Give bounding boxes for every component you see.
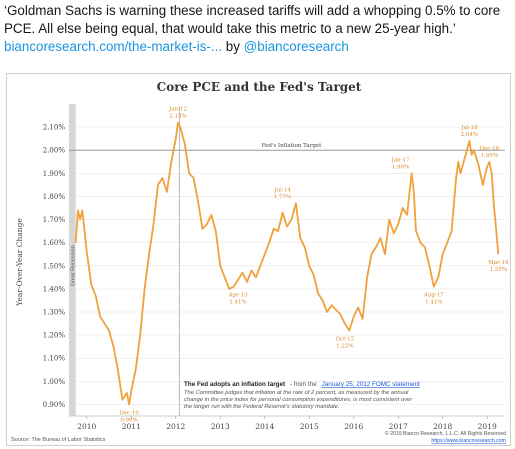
tweet-text: ‘Goldman Sachs is warning these increase… — [4, 3, 501, 36]
core-pce-chart: Core PCE and the Fed's Target Great Rece… — [11, 80, 509, 444]
chart-image[interactable]: Core PCE and the Fed's Target Great Rece… — [6, 73, 511, 446]
point-label-value: 0.90% — [120, 417, 137, 423]
author-handle-link[interactable]: @biancoresearch — [243, 39, 349, 54]
y-tick-label: 1.20% — [43, 332, 66, 340]
svg-text:The Fed adopts an inflation ta: The Fed adopts an inflation target - fro… — [184, 381, 420, 388]
x-tick-label: 2015 — [300, 422, 319, 431]
note-line-3: the longer run with the Federal Reserve'… — [184, 404, 339, 410]
y-tick-label: 1.80% — [43, 193, 66, 201]
point-label-value: 1.41% — [425, 300, 442, 306]
website-link[interactable]: https://www.biancoresearch.com — [431, 438, 506, 444]
point-label-date: Oct-15 — [336, 336, 355, 342]
series-line-group — [74, 121, 500, 406]
point-label-value: 1.95% — [481, 153, 498, 159]
tweet-attribution: biancoresearch.com/the-market-is-... by … — [4, 38, 509, 56]
point-label-value: 1.77% — [274, 194, 291, 200]
point-label-value: 1.55% — [490, 267, 507, 273]
y-tick-label: 2.10% — [43, 124, 66, 132]
point-label-date: Jan-17 — [391, 157, 410, 163]
note-line-2: change in the price index for personal c… — [184, 397, 413, 403]
point-label-date: Jul-14 — [273, 187, 291, 193]
point-label-value: 1.90% — [392, 164, 409, 170]
point-label-date: Dec-18 — [480, 146, 500, 152]
x-tick-label: 2012 — [166, 422, 185, 431]
y-tick-label: 1.00% — [43, 378, 66, 386]
target-line-group: Fed's Inflation Target — [69, 106, 505, 416]
x-tick-label: 2017 — [389, 422, 408, 431]
y-tick-label: 0.90% — [43, 401, 66, 409]
point-label-date: Dec-10 — [119, 410, 139, 416]
y-tick-label: 1.90% — [43, 170, 66, 178]
y-tick-label: 1.10% — [43, 355, 66, 363]
note-line-1: The Committee judges that inflation at t… — [184, 390, 409, 396]
by-label: by — [225, 39, 240, 54]
recession-label: Great Recession — [70, 245, 76, 286]
tweet-body: ‘Goldman Sachs is warning these increase… — [4, 2, 509, 56]
note-heading: The Fed adopts an inflation target — [184, 381, 286, 388]
y-tick-label: 2.00% — [43, 147, 66, 155]
target-label: Fed's Inflation Target — [262, 143, 323, 149]
point-label-date: Apr-13 — [228, 293, 248, 299]
point-label-date: Jul-18 — [460, 125, 478, 131]
series-line — [74, 121, 500, 406]
x-tick-label: 2014 — [255, 422, 274, 431]
fomc-statement-link[interactable]: January 25, 2012 FOMC statement — [322, 381, 421, 388]
fomc-note: The Fed adopts an inflation target - fro… — [184, 381, 420, 410]
article-link[interactable]: biancoresearch.com/the-market-is-... — [4, 39, 223, 54]
point-label-value: 2.04% — [461, 132, 478, 138]
point-label-value: 1.22% — [336, 343, 353, 349]
x-tick-label: 2018 — [433, 422, 452, 431]
y-tick-label: 1.50% — [43, 262, 66, 270]
x-tick-label: 2011 — [122, 422, 141, 431]
point-label-value: 2.13% — [169, 113, 186, 119]
note-from: - from the — [290, 381, 317, 388]
y-axis-label: Year-Over-Year Change — [15, 218, 24, 307]
point-labels: Jan-122.13%Dec-100.90%Apr-131.41%Jul-141… — [119, 106, 509, 423]
copyright-label: © 2019 Bianco Research, L.L.C. All Right… — [385, 430, 506, 437]
point-label-date: Jan-12 — [168, 106, 187, 112]
source-label: Source: The Bureau of Labor Statistics — [11, 437, 106, 443]
y-tick-label: 1.60% — [43, 239, 66, 247]
point-label-value: 1.41% — [229, 300, 246, 306]
y-tick-label: 1.40% — [43, 285, 66, 293]
chart-title: Core PCE and the Fed's Target — [157, 80, 362, 94]
point-label-date: Mar-19 — [488, 260, 509, 266]
x-tick-label: 2019 — [478, 422, 497, 431]
y-tick-label: 1.30% — [43, 309, 66, 317]
recession-shade: Great Recession — [69, 104, 76, 416]
y-tick-label: 1.70% — [43, 216, 66, 224]
recession-band — [69, 104, 76, 416]
axes: 0.90% 1.00% 1.10% 1.20% 1.30% 1.40% 1.50% 1.60%… — [43, 124, 505, 431]
x-tick-label: 2013 — [211, 422, 230, 431]
x-tick-label: 2010 — [77, 422, 96, 431]
point-label-date: Aug-17 — [423, 293, 444, 299]
x-tick-label: 2016 — [344, 422, 363, 431]
